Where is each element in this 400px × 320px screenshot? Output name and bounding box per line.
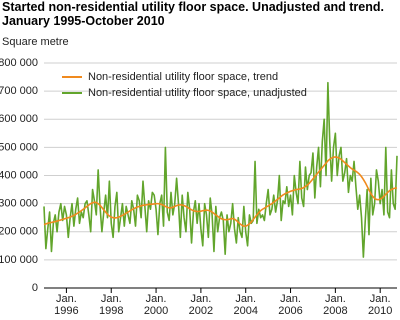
legend-label: Non-residential utility floor space, una… xyxy=(88,87,307,99)
x-tick-label: 1996 xyxy=(54,305,78,317)
y-tick-label: 400 000 xyxy=(0,169,38,181)
x-tick-label: Jan. xyxy=(370,293,391,305)
x-tick-label: 2002 xyxy=(189,305,213,317)
x-tick-label: Jan. xyxy=(235,293,256,305)
x-tick-label: Jan. xyxy=(101,293,122,305)
y-tick-label: 100 000 xyxy=(0,254,38,266)
y-tick-label: 800 000 xyxy=(0,57,38,69)
x-tick-label: Jan. xyxy=(146,293,167,305)
x-tick-label: 2000 xyxy=(144,305,168,317)
y-tick-label: 200 000 xyxy=(0,226,38,238)
x-tick-label: 2006 xyxy=(278,305,302,317)
y-tick-label: 500 000 xyxy=(0,141,38,153)
y-axis-label: Square metre xyxy=(2,36,69,48)
y-tick-label: 600 000 xyxy=(0,113,38,125)
series-line xyxy=(43,81,398,258)
x-tick-label: Jan. xyxy=(325,293,346,305)
x-tick-label: Jan. xyxy=(190,293,211,305)
chart-title: Started non-residential utility floor sp… xyxy=(2,0,384,28)
x-tick-label: 2010 xyxy=(368,305,392,317)
x-tick-label: 1998 xyxy=(99,305,123,317)
y-tick-label: 300 000 xyxy=(0,198,38,210)
x-tick-label: 2004 xyxy=(233,305,257,317)
y-tick-label: 700 000 xyxy=(0,85,38,97)
y-tick-label: 0 xyxy=(32,282,38,294)
series-line xyxy=(43,156,398,227)
x-tick-label: 2008 xyxy=(323,305,347,317)
legend-label: Non-residential utility floor space, tre… xyxy=(88,71,278,83)
x-tick-label: Jan. xyxy=(56,293,77,305)
x-tick-label: Jan. xyxy=(280,293,301,305)
